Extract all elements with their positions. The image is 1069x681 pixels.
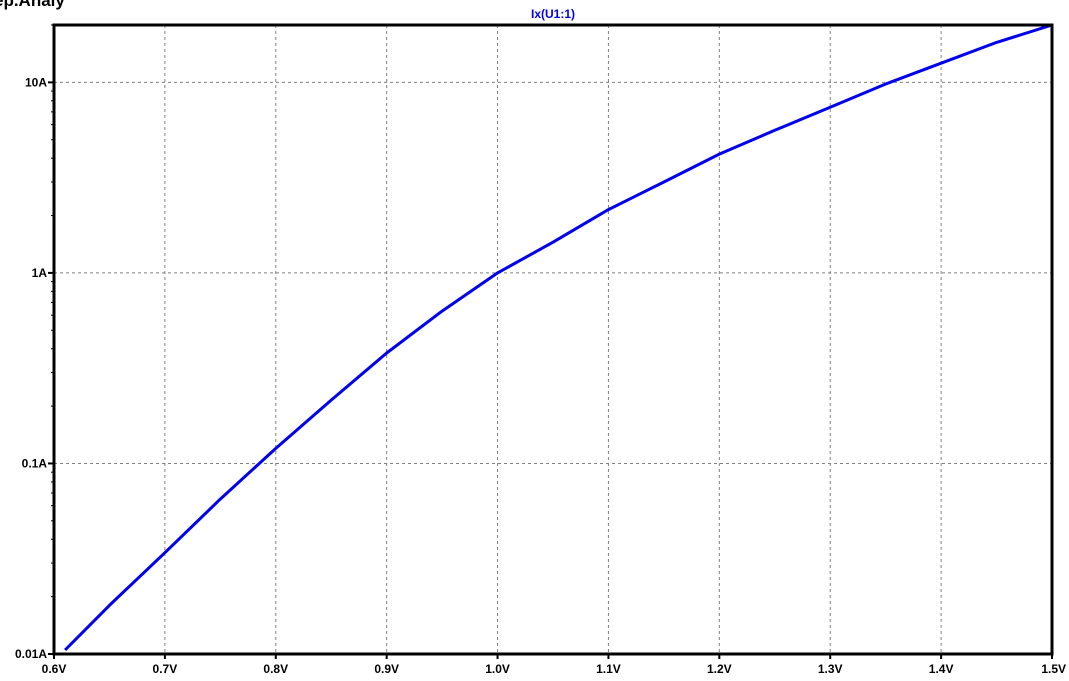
plot-frame <box>52 23 1054 656</box>
series-title: Ix(U1:1) <box>531 7 575 21</box>
x-tick-label: 0.6V <box>42 662 67 676</box>
x-tick-label: 1.3V <box>818 662 843 676</box>
x-tick-label: 0.9V <box>374 662 399 676</box>
series-layer <box>64 23 1053 652</box>
x-tick-label: 1.1V <box>596 662 621 676</box>
x-tick-label: 1.0V <box>485 662 510 676</box>
y-axis-ticks: 0.01A 0.1A 1A 10A <box>15 24 54 661</box>
cropped-heading-text: ep.Analy <box>0 0 65 10</box>
x-tick-label: 0.8V <box>263 662 288 676</box>
y-tick-label: 1A <box>32 266 48 280</box>
y-tick-label: 10A <box>25 75 47 89</box>
series-line <box>64 23 1053 652</box>
x-tick-label: 1.2V <box>707 662 732 676</box>
x-tick-label: 0.7V <box>153 662 178 676</box>
x-tick-label: 1.5V <box>1041 662 1066 676</box>
x-tick-label: 1.4V <box>929 662 954 676</box>
grid <box>54 25 1052 654</box>
y-tick-label: 0.1A <box>22 456 48 470</box>
y-tick-label: 0.01A <box>15 647 47 661</box>
x-axis-ticks: 0.6V 0.7V 0.8V 0.9V 1.0V 1.1V 1.2V 1.3V 1.4V 1.5V <box>42 654 1066 676</box>
